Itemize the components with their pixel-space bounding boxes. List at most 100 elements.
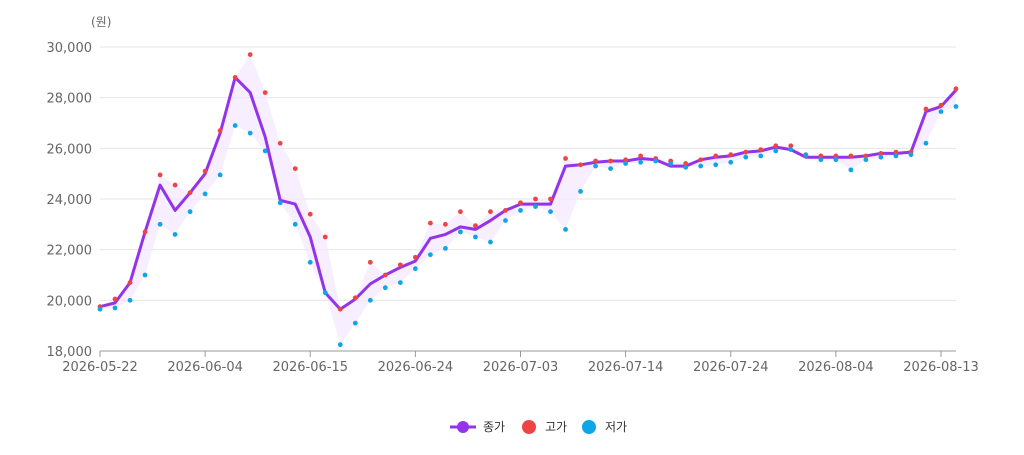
low-point (262, 148, 268, 154)
high-point (307, 211, 313, 217)
low-point (713, 162, 719, 168)
high-point (232, 75, 238, 80)
x-tick-label: 2026-07-24 (693, 360, 769, 375)
low-point (292, 221, 298, 227)
high-point (397, 262, 403, 268)
low-point (322, 290, 328, 296)
low-point (878, 154, 884, 160)
y-unit-label: (원) (91, 15, 111, 29)
low-point (638, 159, 644, 165)
low-point (488, 239, 493, 245)
low-point (397, 280, 403, 285)
y-tick-label: 18,000 (47, 345, 93, 360)
low-point (803, 152, 809, 158)
low-point (172, 232, 178, 237)
low-point (503, 218, 508, 223)
low-point (443, 246, 448, 251)
high-point (578, 162, 583, 168)
legend-item-low[interactable]: 저가 (582, 420, 627, 434)
high-point (938, 102, 944, 108)
low-series-points (97, 104, 959, 348)
legend-close-swatch-dot (457, 421, 469, 433)
low-point (578, 189, 583, 194)
low-point (97, 306, 103, 312)
high-series-points (97, 52, 959, 312)
x-tick-label: 2026-08-13 (903, 360, 979, 375)
legend-low-swatch-dot (582, 420, 596, 434)
low-point (382, 285, 388, 291)
high-point (458, 209, 463, 215)
high-point (743, 149, 749, 155)
low-point (157, 221, 163, 227)
low-point (608, 166, 613, 172)
legend-close-label: 종가 (483, 420, 505, 434)
y-tick-label: 26,000 (47, 142, 93, 157)
high-point (878, 151, 884, 156)
low-point (893, 153, 899, 159)
low-point (412, 266, 418, 272)
low-point (232, 123, 238, 128)
x-tick-label: 2026-07-03 (483, 360, 559, 375)
high-point (412, 254, 418, 260)
low-point (142, 272, 148, 278)
high-point (758, 147, 764, 153)
low-point (788, 147, 794, 153)
high-point (788, 143, 794, 149)
high-point (262, 90, 268, 95)
high-point (503, 208, 508, 213)
legend-high-label: 고가 (545, 420, 567, 434)
high-point (337, 306, 343, 312)
high-point (202, 168, 208, 174)
low-point (623, 161, 629, 166)
high-point (848, 153, 854, 159)
low-point (112, 305, 118, 311)
low-point (307, 259, 313, 265)
legend-high-swatch-dot (522, 420, 536, 434)
low-point (367, 297, 373, 303)
high-point (683, 161, 689, 166)
low-point (458, 229, 463, 235)
low-point (818, 157, 824, 163)
low-point (473, 234, 478, 240)
high-point (427, 220, 433, 226)
legend-item-close[interactable]: 종가 (450, 420, 505, 434)
low-point (848, 167, 854, 173)
low-point (202, 191, 208, 197)
low-point (743, 154, 749, 160)
high-point (473, 223, 478, 229)
high-point (773, 143, 779, 149)
x-tick-label: 2026-06-15 (272, 360, 348, 375)
low-point (953, 104, 959, 109)
low-point (127, 297, 133, 303)
high-point (548, 196, 553, 202)
high-point (623, 157, 629, 163)
low-point (277, 200, 283, 206)
high-point (833, 153, 839, 159)
low-point (938, 109, 944, 114)
x-tick-label: 2026-06-04 (167, 360, 243, 375)
high-point (638, 153, 644, 159)
low-point (563, 227, 568, 232)
grid-lines (100, 46, 956, 301)
x-tick-label: 2026-05-22 (62, 360, 138, 375)
high-point (277, 140, 283, 146)
low-point (337, 342, 343, 348)
low-point (352, 320, 358, 326)
y-tick-label: 24,000 (47, 193, 93, 208)
y-tick-label: 20,000 (47, 294, 93, 309)
low-point (593, 163, 598, 169)
x-tick-labels: 2026-05-22 2026-06-04 2026-06-15 2026-06-24… (62, 360, 979, 375)
low-point (833, 157, 839, 163)
close-series-line (98, 75, 958, 311)
y-tick-label: 30,000 (47, 41, 93, 56)
high-point (518, 200, 523, 206)
low-point (698, 163, 704, 169)
low-point (533, 204, 538, 210)
high-point (322, 234, 328, 240)
legend-item-high[interactable]: 고가 (522, 420, 567, 434)
high-point (443, 221, 448, 227)
high-point (488, 209, 493, 215)
low-point (653, 158, 659, 164)
